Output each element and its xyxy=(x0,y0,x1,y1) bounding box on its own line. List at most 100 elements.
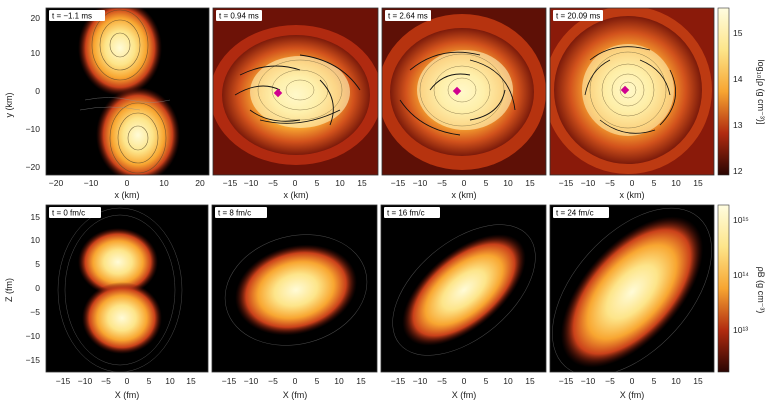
bottom-x-tick: 0 xyxy=(630,376,635,386)
top-colorbar: 15 14 13 12 log₁₀[ρ (g cm⁻³)] xyxy=(717,7,766,176)
bottom-panel-4-time-label: t = 24 fm/c xyxy=(556,209,594,218)
bottom-x-tick: −10 xyxy=(244,376,259,386)
bottom-x-tick: 15 xyxy=(525,376,535,386)
top-x-tick: −15 xyxy=(391,178,406,188)
bottom-y-axis-label: Z (fm) xyxy=(4,278,14,302)
top-x-tick: −5 xyxy=(605,178,615,188)
top-y-tick: 0 xyxy=(35,86,40,96)
bottom-x-tick: 0 xyxy=(293,376,298,386)
top-x-tick: 15 xyxy=(357,178,367,188)
top-x-tick: −10 xyxy=(413,178,428,188)
top-x-axis-label: x (km) xyxy=(284,190,309,200)
bottom-x-axis-label: X (fm) xyxy=(115,390,140,400)
top-x-tick: 5 xyxy=(315,178,320,188)
top-x-tick: 5 xyxy=(484,178,489,188)
top-y-tick: −10 xyxy=(26,124,41,134)
top-x-tick: 0 xyxy=(630,178,635,188)
bottom-colorbar-tick: 10¹³ xyxy=(733,325,748,335)
top-colorbar-tick: 15 xyxy=(733,28,743,38)
top-x-tick: 15 xyxy=(693,178,703,188)
bottom-y-tick: −15 xyxy=(26,355,41,365)
bottom-x-tick: −15 xyxy=(559,376,574,386)
bottom-y-axis: 15 10 5 0 −5 −10 −15 Z (fm) xyxy=(4,212,40,365)
bottom-x-tick: −5 xyxy=(437,376,447,386)
top-x-tick: −10 xyxy=(84,178,99,188)
top-x-tick: −20 xyxy=(49,178,64,188)
top-y-tick: 20 xyxy=(31,13,41,23)
top-colorbar-tick: 14 xyxy=(733,74,743,84)
top-x-tick: −15 xyxy=(223,178,238,188)
top-x-tick: 0 xyxy=(462,178,467,188)
top-x-tick: 10 xyxy=(503,178,513,188)
top-colorbar-tick: 12 xyxy=(733,166,743,176)
bottom-x-axis-label: X (fm) xyxy=(452,390,477,400)
top-x-tick: 10 xyxy=(671,178,681,188)
bottom-panel-3-time-label: t = 16 fm/c xyxy=(387,209,425,218)
bottom-x-tick: −15 xyxy=(391,376,406,386)
bottom-x-tick: 0 xyxy=(462,376,467,386)
bottom-x-tick: 5 xyxy=(147,376,152,386)
top-panel-3: t = 2.64 ms xyxy=(381,7,547,176)
top-x-tick: −10 xyxy=(244,178,259,188)
top-y-tick: 10 xyxy=(31,48,41,58)
bottom-x-tick: 10 xyxy=(503,376,513,386)
bottom-x-tick: −15 xyxy=(222,376,237,386)
top-panel-4-time-label: t = 20.09 ms xyxy=(556,12,600,21)
top-x-axis-label: x (km) xyxy=(620,190,645,200)
top-x-tick: 0 xyxy=(125,178,130,188)
top-y-tick: −20 xyxy=(26,162,41,172)
top-panel-3-time-label: t = 2.64 ms xyxy=(388,12,428,21)
bottom-colorbar-tick: 10¹⁵ xyxy=(733,215,749,225)
bottom-y-tick: 5 xyxy=(35,259,40,269)
bottom-colorbar-tick: 10¹⁴ xyxy=(733,270,749,280)
bottom-y-tick: 0 xyxy=(35,283,40,293)
top-x-tick: 0 xyxy=(293,178,298,188)
top-x-tick: 10 xyxy=(159,178,169,188)
bottom-y-tick: 15 xyxy=(31,212,41,222)
bottom-panel-1-time-label: t = 0 fm/c xyxy=(52,209,85,218)
top-x-tick: 20 xyxy=(195,178,205,188)
bottom-x-tick: 10 xyxy=(165,376,175,386)
bottom-panel-1: t = 0 fm/c xyxy=(45,204,209,373)
top-x-tick: 15 xyxy=(525,178,535,188)
top-x-tick: −5 xyxy=(268,178,278,188)
bottom-x-tick: −5 xyxy=(605,376,615,386)
top-y-axis: 20 10 0 −10 −20 y (km) xyxy=(4,13,40,172)
bottom-x-tick: −10 xyxy=(413,376,428,386)
top-x-tick: 5 xyxy=(652,178,657,188)
top-x-axis: −20 −10 0 10 20 −15 −10 −5 0 5 10 15 −15… xyxy=(49,178,703,200)
bottom-colorbar: 10¹⁵ 10¹⁴ 10¹³ ρB (g cm⁻³) xyxy=(717,204,766,373)
top-x-tick: −5 xyxy=(437,178,447,188)
bottom-x-axis: −15 −10 −5 0 5 10 15 −15 −10 −5 0 5 10 1… xyxy=(56,376,703,400)
bottom-panel-2: t = 8 fm/c xyxy=(211,204,378,373)
top-panel-1: t = −1.1 ms xyxy=(45,7,210,176)
bottom-x-tick: 10 xyxy=(671,376,681,386)
top-x-tick: −10 xyxy=(581,178,596,188)
bottom-x-tick: 5 xyxy=(652,376,657,386)
bottom-y-tick: 10 xyxy=(31,235,41,245)
bottom-panel-2-time-label: t = 8 fm/c xyxy=(218,209,251,218)
top-panel-2-time-label: t = 0.94 ms xyxy=(219,12,259,21)
top-panel-1-time-label: t = −1.1 ms xyxy=(52,12,92,21)
top-x-axis-label: x (km) xyxy=(452,190,477,200)
top-panel-4: t = 20.09 ms xyxy=(549,7,715,176)
bottom-x-tick: 5 xyxy=(484,376,489,386)
bottom-panel-4: t = 24 fm/c xyxy=(549,204,715,373)
bottom-y-tick: −10 xyxy=(26,331,41,341)
top-x-tick: −15 xyxy=(559,178,574,188)
bottom-x-tick: −10 xyxy=(78,376,93,386)
bottom-x-axis-label: X (fm) xyxy=(620,390,645,400)
bottom-x-tick: −10 xyxy=(581,376,596,386)
bottom-x-tick: −15 xyxy=(56,376,71,386)
top-y-axis-label: y (km) xyxy=(4,93,14,118)
top-colorbar-label: log₁₀[ρ (g cm⁻³)] xyxy=(756,60,766,125)
bottom-x-tick: 10 xyxy=(334,376,344,386)
bottom-x-axis-label: X (fm) xyxy=(283,390,308,400)
top-colorbar-tick: 13 xyxy=(733,120,743,130)
bottom-x-tick: 15 xyxy=(693,376,703,386)
bottom-x-tick: −5 xyxy=(101,376,111,386)
bottom-x-tick: 5 xyxy=(315,376,320,386)
top-x-tick: 10 xyxy=(335,178,345,188)
bottom-x-tick: 15 xyxy=(186,376,196,386)
